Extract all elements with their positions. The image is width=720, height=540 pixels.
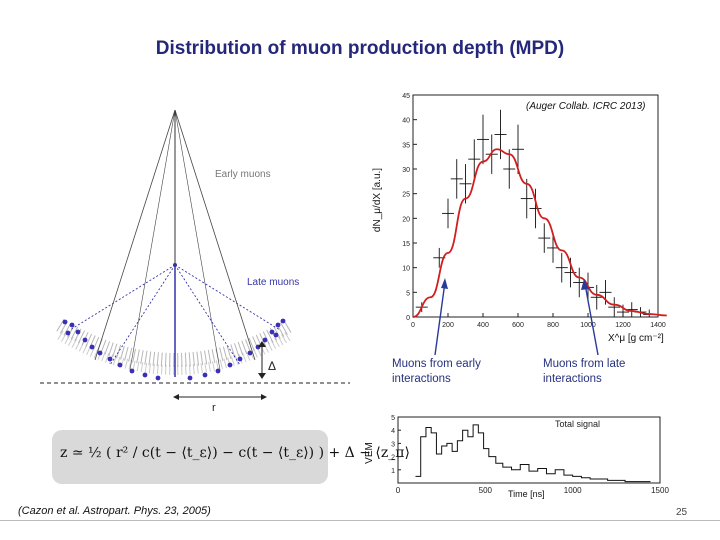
trace-x-tick-label: 0 [396,486,401,495]
mpd-y-tick-label: 45 [402,93,410,100]
mpd-data-point [512,124,524,174]
signal-trace-chart: 1 2 3 4 5 0 500 1000 1500 Total signal VEM Time … [364,415,669,499]
mpd-data-point [529,188,542,229]
mpd-data-point [494,109,507,160]
trace-signal-line [415,424,651,483]
mpd-data-point [503,149,516,189]
trace-y-label: VEM [364,442,375,464]
trace-y-tick-label: 2 [391,455,395,462]
mpd-x-tick-label: 0 [411,322,415,329]
mpd-x-tick-label: 1000 [580,322,596,329]
trace-y-tick-label: 3 [391,441,395,448]
r-label: r [212,402,216,414]
mpd-y-label: dN_μ/dX [a.u.] [372,168,383,232]
mpd-y-tick-label: 35 [402,142,410,149]
mpd-x-label: X^μ [g cm⁻²] [608,333,664,344]
citation: (Cazon et al. Astropart. Phys. 23, 2005) [18,505,211,517]
mpd-chart-title: (Auger Collab. ICRC 2013) [526,101,646,112]
page-number: 25 [676,507,688,518]
trace-y-tick-label: 1 [391,468,395,475]
trace-plot-frame [397,416,661,484]
page-title: Distribution of muon production depth (M… [155,38,565,59]
mpd-chart: 0 5 10 15 20 25 30 35 40 45 0 200 400 600 800 1000 1200 1… [372,93,667,344]
mpd-y-tick-label: 20 [402,216,410,223]
mpd-x-tick-label: 600 [512,322,524,329]
mpd-data-point [538,223,551,253]
late-muons-label: Late muons [247,277,299,288]
annotation-arrows [434,278,599,356]
early-cone-right [174,109,256,361]
mpd-y-tick-label: 5 [406,290,410,297]
mpd-data-point [468,139,481,179]
late-cone-right [174,264,281,331]
annotation-early: Muons from early interactions [392,358,481,385]
trace-x-tick-label: 1000 [564,486,582,495]
trace-y-tick-label: 5 [391,415,395,422]
late-production-point [173,263,177,267]
trace-title: Total signal [555,419,600,429]
trace-x-tick-label: 500 [479,486,493,495]
mpd-data-point [477,114,489,165]
mpd-y-tick-label: 15 [402,241,410,248]
mpd-y-tick-label: 25 [402,192,410,199]
early-muons-label: Early muons [215,169,271,180]
mpd-x-tick-label: 1400 [650,322,666,329]
mpd-data-point [520,178,533,219]
mpd-data-point [617,304,629,317]
mpd-fit-curve [412,148,667,318]
mpd-data-point [459,164,472,204]
mpd-formula: z ≃ ½ ( r² / c(t − ⟨t_ε⟩) − c(t − ⟨t_ε⟩)… [60,445,410,461]
mpd-data-point [450,159,463,199]
mpd-y-tick-label: 0 [406,315,410,322]
trace-y-tick-label: 4 [391,428,395,435]
mpd-data-point [442,198,454,229]
trace-x-label: Time [ns] [508,489,545,499]
delta-label: Δ [268,359,276,373]
mpd-plot-frame [412,94,659,318]
formula-box [52,430,328,484]
muon-geometry-diagram: Δ r Early muons Late muons [40,109,350,414]
annotation-late: Muons from late interactions [543,358,626,385]
mpd-x-tick-label: 400 [477,322,489,329]
early-cone-left [94,109,176,361]
muon-dots [62,318,286,381]
mpd-data-point [608,297,621,317]
mpd-x-tick-label: 1200 [615,322,631,329]
late-cone-left [69,264,176,331]
mpd-y-tick-label: 30 [402,167,410,174]
footer-divider [0,520,720,521]
mpd-y-tick-label: 10 [402,266,410,273]
mpd-data-point [555,252,568,283]
mpd-data-point [590,284,603,310]
mpd-y-tick-label: 40 [402,118,410,125]
mpd-x-tick-label: 200 [442,322,454,329]
mpd-x-tick-label: 800 [547,322,559,329]
trace-x-tick-label: 1500 [651,486,669,495]
